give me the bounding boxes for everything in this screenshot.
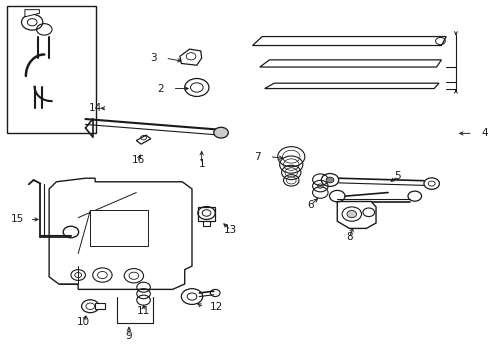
Polygon shape — [49, 178, 192, 289]
Text: 2: 2 — [157, 84, 163, 94]
Text: 15: 15 — [11, 215, 24, 224]
Text: 16: 16 — [132, 155, 145, 165]
Text: 3: 3 — [150, 53, 156, 63]
Circle shape — [325, 177, 333, 183]
Text: 10: 10 — [76, 317, 89, 327]
Bar — [6, 6, 96, 134]
Polygon shape — [180, 49, 201, 65]
Bar — [202, 221, 210, 226]
Polygon shape — [252, 37, 446, 45]
Text: 9: 9 — [125, 331, 132, 341]
Bar — [198, 207, 215, 221]
Polygon shape — [337, 202, 375, 228]
Text: 12: 12 — [209, 302, 223, 312]
Text: 7: 7 — [254, 152, 260, 162]
Polygon shape — [25, 10, 40, 17]
Polygon shape — [136, 135, 150, 144]
Text: 5: 5 — [394, 171, 400, 181]
Text: 8: 8 — [346, 232, 352, 242]
Circle shape — [213, 127, 228, 138]
Polygon shape — [264, 83, 438, 89]
Text: 14: 14 — [88, 103, 102, 113]
Circle shape — [346, 211, 356, 218]
Text: 4: 4 — [481, 129, 488, 138]
Text: 13: 13 — [224, 225, 237, 235]
Text: 6: 6 — [306, 200, 313, 210]
Text: 11: 11 — [137, 306, 150, 316]
Bar — [90, 211, 148, 246]
Polygon shape — [259, 60, 441, 67]
Text: 1: 1 — [198, 159, 204, 169]
Bar — [95, 303, 104, 309]
